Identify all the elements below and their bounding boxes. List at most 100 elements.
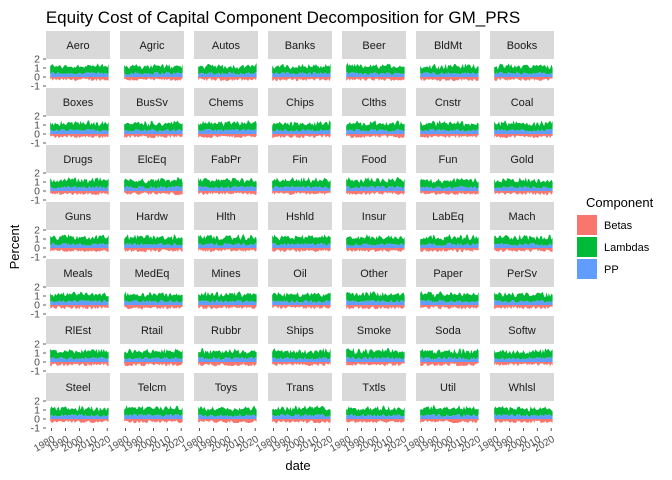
facet-fun: Fun	[416, 145, 480, 196]
series-pp	[494, 71, 553, 77]
y-tick-label: 0	[34, 243, 40, 255]
series-betas	[346, 305, 405, 310]
series-lambdas	[124, 176, 183, 189]
series-lambdas	[346, 176, 405, 189]
strip-fin	[268, 145, 332, 173]
series-pp	[124, 413, 183, 419]
strip-label: Beer	[362, 40, 386, 52]
series-pp	[50, 299, 109, 305]
y-tick-label: -1	[31, 195, 40, 207]
strip-hardw	[120, 202, 184, 230]
facet-boxes: Boxes	[46, 88, 110, 139]
series-betas	[272, 305, 331, 310]
series-betas	[124, 305, 183, 310]
strip-label: Softw	[508, 325, 536, 337]
strip-label: Hshld	[286, 211, 314, 223]
strip-label: Telcm	[138, 382, 167, 394]
series-pp	[272, 356, 331, 362]
strip-label: Coal	[511, 97, 534, 109]
series-betas	[272, 362, 331, 367]
series-betas	[198, 248, 257, 253]
strip-food	[342, 145, 406, 173]
series-pp	[346, 356, 405, 362]
series-lambdas	[50, 404, 109, 417]
series-pp	[494, 413, 553, 419]
series-lambdas	[124, 120, 183, 132]
strip-whlsl	[490, 373, 554, 401]
series-betas	[50, 134, 109, 139]
facet-mines: Mines	[194, 259, 258, 310]
strip-aero	[46, 31, 110, 59]
legend-title: Component	[586, 195, 654, 210]
facet-chems: Chems	[194, 88, 258, 139]
strip-smoke	[342, 316, 406, 344]
series-betas	[346, 248, 405, 253]
series-pp	[272, 128, 331, 134]
series-lambdas	[124, 63, 183, 75]
strip-banks	[268, 31, 332, 59]
facet-gold: Gold	[490, 145, 554, 196]
strip-telcm	[120, 373, 184, 401]
facet-oil: Oil	[268, 259, 332, 310]
legend-key-lambdas	[577, 237, 597, 257]
series-betas	[272, 191, 331, 196]
strip-bussv	[120, 88, 184, 116]
strip-label: Mach	[509, 211, 536, 223]
series-pp	[50, 128, 109, 134]
series-betas	[494, 77, 553, 82]
facet-chips: Chips	[268, 88, 332, 139]
facet-soda: Soda	[416, 316, 480, 367]
series-betas	[124, 191, 183, 196]
strip-rtail	[120, 316, 184, 344]
series-pp	[50, 242, 109, 248]
series-lambdas	[272, 348, 331, 360]
series-lambdas	[198, 347, 257, 360]
series-pp	[346, 185, 405, 191]
series-lambdas	[272, 234, 331, 246]
strip-label: Banks	[285, 40, 316, 52]
y-tick-label: 1	[34, 291, 40, 303]
series-pp	[50, 185, 109, 191]
x-axes: 1980199020002010202019801990200020102020…	[32, 428, 557, 455]
series-lambdas	[420, 348, 479, 360]
strip-insur	[342, 202, 406, 230]
facet-txtls: Txtls	[342, 373, 406, 424]
strip-medeq	[120, 259, 184, 287]
series-betas	[50, 248, 109, 253]
facet-food: Food	[342, 145, 406, 196]
facet-banks: Banks	[268, 31, 332, 82]
series-lambdas	[272, 292, 331, 303]
series-pp	[420, 128, 479, 134]
series-betas	[50, 77, 109, 82]
series-betas	[50, 305, 109, 310]
series-lambdas	[198, 119, 257, 132]
y-tick-label: -1	[31, 138, 40, 150]
strip-label: MedEq	[135, 268, 170, 280]
y-tick-label: -1	[31, 309, 40, 321]
strip-label: Mines	[211, 268, 241, 280]
strip-toys	[194, 373, 258, 401]
series-pp	[272, 242, 331, 248]
strip-label: Oil	[293, 268, 306, 280]
series-betas	[272, 419, 331, 424]
series-lambdas	[346, 291, 405, 303]
series-lambdas	[50, 234, 109, 246]
strip-label: Cnstr	[435, 97, 462, 109]
series-betas	[420, 419, 479, 424]
series-betas	[420, 305, 479, 310]
series-betas	[124, 77, 183, 82]
facet-telcm: Telcm	[120, 373, 184, 424]
strip-rlest	[46, 316, 110, 344]
strip-oil	[268, 259, 332, 287]
series-pp	[494, 243, 553, 248]
facet-rubbr: Rubbr	[194, 316, 258, 367]
strip-autos	[194, 31, 258, 59]
series-betas	[272, 77, 331, 82]
series-pp	[272, 185, 331, 191]
strip-label: Rtail	[141, 325, 163, 337]
strip-hshld	[268, 202, 332, 230]
strip-label: Fun	[439, 154, 458, 166]
strip-label: Boxes	[63, 97, 94, 109]
series-pp	[420, 71, 479, 77]
strip-label: Other	[360, 268, 388, 280]
